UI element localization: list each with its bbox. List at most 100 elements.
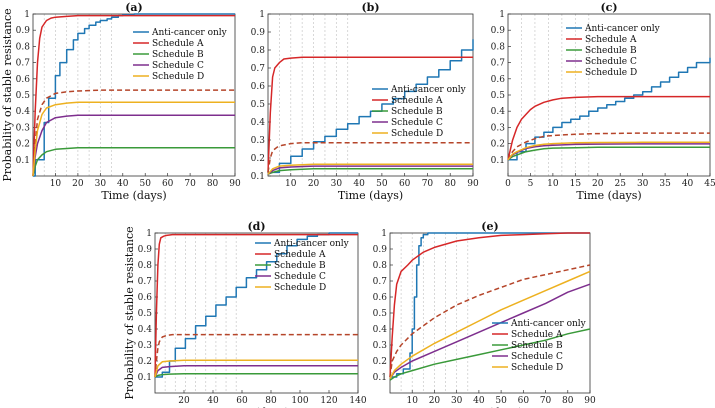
y-tick-label-a-4: 0.5 xyxy=(16,91,31,101)
panel-title-c: (c) xyxy=(600,1,617,14)
x-tick-label-a-7: 80 xyxy=(207,179,219,189)
y-tick-label-d-9: 1 xyxy=(146,229,152,239)
legend-entry-c-1: Schedule A xyxy=(585,35,637,45)
x-tick-label-c-6: 30 xyxy=(637,179,649,189)
y-tick-label-e-8: 0.9 xyxy=(373,245,388,255)
y-tick-label-c-7: 0.8 xyxy=(491,42,506,52)
y-tick-label-d-0: 0.1 xyxy=(138,373,152,383)
legend-entry-a-2: Schedule B xyxy=(152,50,204,60)
x-tick-label-c-9: 45 xyxy=(704,179,715,189)
y-tick-label-a-1: 0.2 xyxy=(16,140,30,150)
legend-entry-a-4: Schedule D xyxy=(152,72,204,82)
x-tick-label-c-0: 0 xyxy=(505,179,511,189)
y-tick-label-e-9: 1 xyxy=(381,229,387,239)
y-tick-label-c-4: 0.5 xyxy=(491,91,506,101)
series-line-d-5 xyxy=(154,359,358,378)
y-tick-label-a-9: 1 xyxy=(24,10,30,20)
y-tick-label-d-5: 0.6 xyxy=(138,293,153,303)
x-tick-label-c-5: 25 xyxy=(614,179,626,189)
y-tick-label-b-2: 0.3 xyxy=(251,136,266,146)
x-tick-label-d-1: 40 xyxy=(207,396,219,406)
y-tick-label-d-3: 0.4 xyxy=(138,325,153,335)
legend-entry-e-4: Schedule D xyxy=(511,363,563,373)
y-tick-label-b-3: 0.4 xyxy=(251,118,266,128)
x-tick-label-d-6: 140 xyxy=(349,396,366,406)
x-tick-label-b-8: 90 xyxy=(467,179,479,189)
axes-box-a xyxy=(32,13,236,177)
x-tick-label-c-8: 40 xyxy=(682,179,694,189)
y-tick-label-a-3: 0.4 xyxy=(16,107,31,117)
x-tick-label-d-3: 80 xyxy=(265,396,277,406)
x-tick-label-c-7: 35 xyxy=(659,179,671,189)
y-tick-label-a-6: 0.7 xyxy=(16,59,31,69)
y-axis-label-d: Probability of stable resistance xyxy=(123,226,136,399)
legend-entry-a-1: Schedule A xyxy=(152,39,204,49)
y-axis-label-a: Probability of stable resistance xyxy=(1,8,14,181)
y-tick-label-c-3: 0.4 xyxy=(491,107,506,117)
y-tick-label-e-1: 0.2 xyxy=(373,357,387,367)
legend-entry-c-0: Anti-cancer only xyxy=(584,24,661,34)
x-tick-label-d-0: 20 xyxy=(178,396,190,406)
axes-box-b xyxy=(267,13,474,177)
series-line-e-4 xyxy=(389,283,591,380)
y-tick-label-b-5: 0.6 xyxy=(251,82,266,92)
y-tick-label-a-2: 0.3 xyxy=(16,123,31,133)
x-tick-label-a-0: 10 xyxy=(50,179,62,189)
x-tick-label-b-5: 60 xyxy=(399,179,411,189)
y-tick-label-d-6: 0.7 xyxy=(138,277,153,287)
x-tick-label-b-2: 30 xyxy=(331,179,343,189)
y-tick-label-d-7: 0.8 xyxy=(138,261,153,271)
series-line-c-5 xyxy=(507,141,710,161)
x-tick-label-e-1: 20 xyxy=(429,396,441,406)
panel-title-d: (d) xyxy=(247,220,265,233)
legend-entry-b-1: Schedule A xyxy=(391,96,443,106)
series-line-c-3 xyxy=(507,146,710,161)
x-axis-label-e: Time (days) xyxy=(457,406,522,408)
series-line-d-1 xyxy=(154,233,358,378)
y-tick-label-e-7: 0.8 xyxy=(373,261,388,271)
legend-entry-e-0: Anti-cancer only xyxy=(510,319,587,329)
x-tick-label-e-0: 10 xyxy=(406,396,418,406)
x-tick-label-b-1: 20 xyxy=(308,179,320,189)
y-tick-label-b-1: 0.2 xyxy=(251,154,265,164)
x-tick-label-c-2: 10 xyxy=(547,179,559,189)
legend-entry-c-4: Schedule D xyxy=(585,68,637,78)
y-tick-label-d-2: 0.3 xyxy=(138,341,153,351)
series-line-c-4 xyxy=(507,143,710,161)
x-axis-label-a: Time (days) xyxy=(101,189,166,202)
y-tick-label-e-4: 0.5 xyxy=(373,309,388,319)
panel-d: 20 40 60 80 100 120 140 0.1 0.2 0.3 0.4 0.5 0.6 0.7 0.… xyxy=(123,220,367,408)
series-line-a-4 xyxy=(32,114,235,177)
x-tick-label-e-7: 80 xyxy=(562,396,574,406)
x-tick-label-a-4: 50 xyxy=(139,179,151,189)
x-tick-label-c-1: 5 xyxy=(528,179,534,189)
x-tick-label-b-6: 70 xyxy=(422,179,434,189)
y-tick-label-e-0: 0.1 xyxy=(373,373,387,383)
y-tick-label-d-1: 0.2 xyxy=(138,357,152,367)
y-tick-label-b-8: 0.9 xyxy=(251,28,266,38)
x-tick-label-d-5: 120 xyxy=(320,396,337,406)
y-tick-label-e-5: 0.6 xyxy=(373,293,388,303)
series-line-b-3 xyxy=(267,168,473,175)
y-tick-label-e-6: 0.7 xyxy=(373,277,388,287)
panel-e: 10 20 30 40 50 60 70 80 90 0.1 0.2 0.3 0.4 0.5 0.6 0.7 0… xyxy=(373,220,596,408)
legend-entry-b-0: Anti-cancer only xyxy=(390,85,467,95)
series-line-e-3 xyxy=(389,328,591,381)
series-line-d-4 xyxy=(154,365,358,378)
series-line-a-5 xyxy=(32,101,235,177)
x-tick-label-a-6: 70 xyxy=(184,179,196,189)
x-tick-label-e-8: 90 xyxy=(584,396,596,406)
series-line-b-1 xyxy=(267,56,473,173)
legend-entry-e-1: Schedule A xyxy=(511,330,563,340)
y-tick-label-c-2: 0.3 xyxy=(491,123,506,133)
y-tick-label-e-2: 0.3 xyxy=(373,341,388,351)
panel-title-a: (a) xyxy=(125,1,143,14)
series-line-b-2 xyxy=(267,141,473,173)
series-line-e-2 xyxy=(389,264,591,378)
y-tick-label-a-7: 0.8 xyxy=(16,42,31,52)
series-line-e-0 xyxy=(390,232,590,378)
x-tick-label-a-3: 40 xyxy=(117,179,129,189)
x-tick-label-d-4: 100 xyxy=(291,396,308,406)
series-line-e-5 xyxy=(389,270,591,379)
x-tick-label-b-4: 50 xyxy=(376,179,388,189)
